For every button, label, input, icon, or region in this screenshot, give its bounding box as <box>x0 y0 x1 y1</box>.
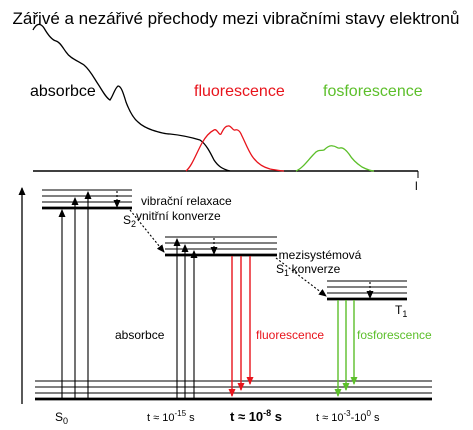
label-fluorescence: fluorescence <box>256 328 324 342</box>
page-title: Zářivé a nezářivé přechody mezi vibrační… <box>13 9 460 28</box>
timescale-fluorescence: t ≈ 10-8 s <box>230 408 282 424</box>
phosphorescence-curve <box>295 145 375 172</box>
spectrum-label-absorbance: absorbce <box>30 83 96 100</box>
label-absorbance: absorbce <box>115 328 165 342</box>
spectrum-panel: l absorbce fluorescence fosforescence <box>30 23 423 193</box>
absorbance-curve <box>32 23 231 172</box>
timescale-absorption: t ≈ 10-15 s <box>147 409 195 424</box>
state-label-t1: T1 <box>395 303 407 319</box>
spectrum-label-phosphorescence: fosforescence <box>323 83 423 100</box>
energy-diagram: S2 S1 T1 S0 vibrační relaxace vnitřní ko… <box>18 187 432 426</box>
spectrum-label-fluorescence: fluorescence <box>194 83 285 100</box>
label-intersystem-crossing-line1: mezisystémová <box>279 248 362 262</box>
label-vibrational-relaxation: vibrační relaxace <box>141 194 232 208</box>
fluorescence-curve <box>185 125 285 172</box>
intersystem-crossing-arrow <box>275 257 327 297</box>
state-label-s1: S1 <box>276 262 289 278</box>
label-phosphorescence: fosforescence <box>357 328 432 342</box>
state-label-s0: S0 <box>55 410 68 426</box>
timescale-phosphorescence: t ≈ 10-3-100 s <box>316 409 380 424</box>
spectrum-axis-label: l <box>415 179 418 193</box>
internal-conversion-arrow <box>129 209 165 253</box>
label-intersystem-crossing-line2: konverze <box>292 262 341 276</box>
state-label-s2: S2 <box>123 213 136 229</box>
label-internal-conversion: vnitřní konverze <box>136 209 221 223</box>
